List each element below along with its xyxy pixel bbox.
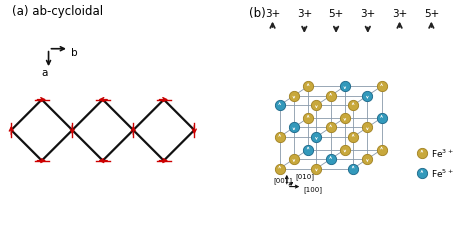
- Text: Fe$^{5+}$: Fe$^{5+}$: [431, 167, 454, 179]
- Point: [364, 158, 371, 161]
- Text: (a) ab-cycloidal: (a) ab-cycloidal: [12, 4, 103, 18]
- Text: (b): (b): [249, 7, 265, 20]
- Point: [341, 117, 349, 120]
- Text: [100]: [100]: [303, 186, 322, 192]
- Point: [312, 167, 320, 171]
- Point: [418, 151, 426, 155]
- Point: [290, 126, 298, 130]
- Point: [304, 148, 312, 152]
- Point: [276, 167, 283, 171]
- Point: [364, 126, 371, 130]
- Point: [304, 85, 312, 89]
- Text: 3+: 3+: [392, 9, 407, 19]
- Point: [349, 104, 357, 108]
- Point: [349, 135, 357, 139]
- Point: [312, 135, 320, 139]
- Point: [341, 148, 349, 152]
- Point: [378, 148, 385, 152]
- Text: 3+: 3+: [297, 9, 312, 19]
- Point: [327, 94, 335, 98]
- Point: [418, 171, 426, 175]
- Text: [001]: [001]: [274, 176, 293, 183]
- Text: 5+: 5+: [424, 9, 439, 19]
- Point: [378, 85, 385, 89]
- Text: a: a: [42, 68, 48, 78]
- Point: [349, 167, 357, 171]
- Point: [327, 158, 335, 161]
- Text: [010]: [010]: [296, 173, 315, 179]
- Text: 3+: 3+: [360, 9, 375, 19]
- Point: [378, 117, 385, 120]
- Text: Fe$^{3+}$: Fe$^{3+}$: [431, 147, 454, 159]
- Point: [290, 158, 298, 161]
- Point: [341, 85, 349, 89]
- Point: [327, 126, 335, 130]
- Text: 3+: 3+: [265, 9, 280, 19]
- Point: [276, 104, 283, 108]
- Point: [312, 104, 320, 108]
- Text: b: b: [71, 48, 78, 58]
- Text: 5+: 5+: [328, 9, 344, 19]
- Point: [276, 135, 283, 139]
- Point: [304, 117, 312, 120]
- Point: [290, 94, 298, 98]
- Point: [364, 94, 371, 98]
